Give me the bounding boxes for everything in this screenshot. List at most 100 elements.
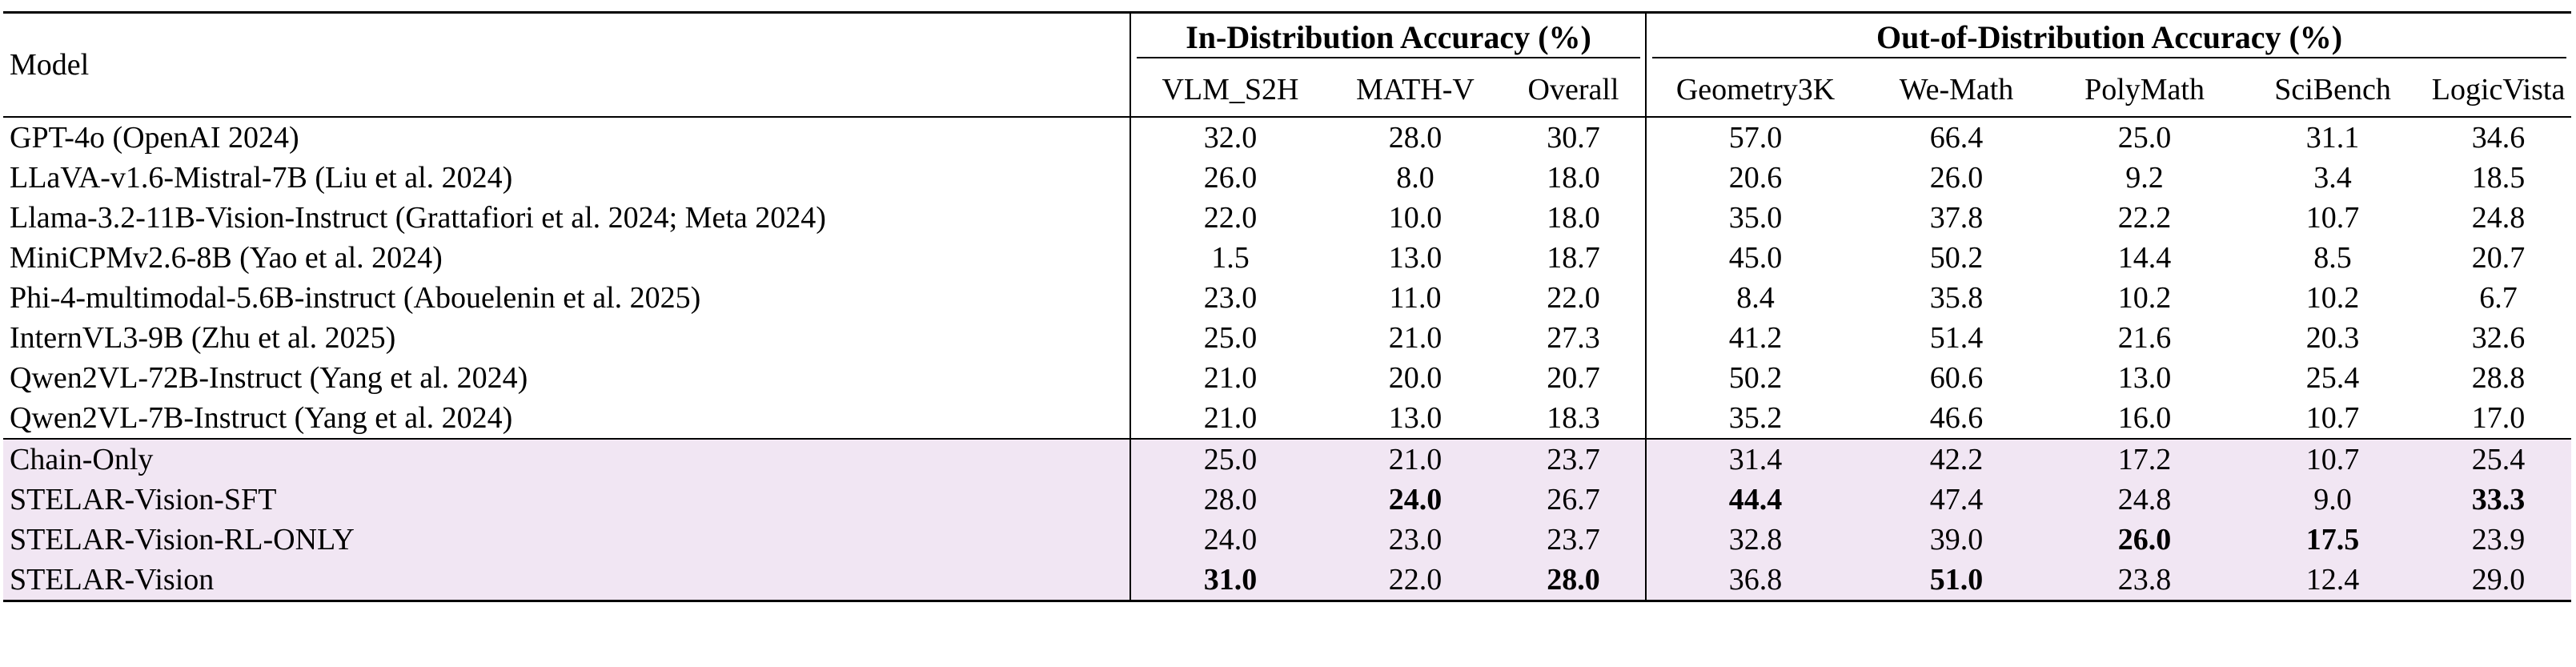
- cell-value: 47.4: [1864, 480, 2050, 520]
- cell-value: 24.8: [2049, 480, 2241, 520]
- cell-value: 32.6: [2471, 321, 2526, 355]
- cell-value: 36.8: [1647, 560, 1864, 602]
- model-name: GPT-4o (OpenAI 2024): [3, 116, 1130, 158]
- results-table: Model In-Distribution Accuracy (%) Out-o…: [3, 11, 2572, 602]
- table-row: Phi-4-multimodal-5.6B-instruct (Abouelen…: [3, 278, 2571, 318]
- cell-value: 25.4: [2426, 438, 2572, 480]
- cell-value: 25.0: [2049, 116, 2241, 158]
- cell-value: 28.0: [1132, 480, 1329, 520]
- cell-value: 37.8: [1929, 201, 1984, 235]
- cell-value: 32.8: [1647, 520, 1864, 560]
- cell-value: 30.7: [1502, 116, 1647, 158]
- cell-value: 46.6: [1929, 401, 1984, 435]
- cell-value: 18.3: [1547, 401, 1600, 435]
- cell-value: 21.6: [2117, 321, 2172, 355]
- model-column-header: Model: [10, 48, 90, 82]
- cell-value: 14.4: [2117, 241, 2172, 275]
- model-name: Chain-Only: [3, 438, 1130, 480]
- cell-value: 9.2: [2125, 161, 2164, 195]
- cell-value: 25.0: [1203, 321, 1258, 355]
- cell-value: 26.0: [1929, 161, 1984, 195]
- model-name: Phi-4-multimodal-5.6B-instruct (Abouelen…: [10, 281, 701, 315]
- cell-value: 44.4: [1647, 480, 1864, 520]
- baseline-rows: GPT-4o (OpenAI 2024) 32.0 28.0 30.7 57.0 66.4…: [3, 116, 2572, 439]
- cell-value: 50.2: [1929, 241, 1984, 275]
- cell-value: 24.0: [1329, 480, 1502, 520]
- cell-value: 24.0: [1132, 520, 1329, 560]
- cell-value: 26.0: [2049, 520, 2241, 560]
- cell-value: 23.9: [2426, 520, 2572, 560]
- table-row: MiniCPMv2.6-8B (Yao et al. 2024) 1.5 13.0 1…: [3, 238, 2571, 278]
- col-header-geometry3k: Geometry3K: [1675, 73, 1836, 106]
- model-name: InternVL3-9B (Zhu et al. 2025): [10, 321, 396, 355]
- cell-value: 10.7: [2240, 438, 2426, 480]
- cell-value: 13.0: [1388, 241, 1442, 275]
- cell-value: 17.0: [2471, 401, 2526, 435]
- in-distribution-header: In-Distribution Accuracy (%): [1137, 18, 1641, 58]
- cell-value: 41.2: [1728, 321, 1783, 355]
- cell-value: 20.7: [1547, 361, 1600, 395]
- model-name: STELAR-Vision-SFT: [3, 480, 1130, 520]
- cell-value: 51.4: [1929, 321, 1984, 355]
- cell-value: 22.0: [1329, 560, 1502, 602]
- cell-value: 35.2: [1728, 401, 1783, 435]
- cell-value: 28.0: [1329, 116, 1502, 158]
- cell-value: 9.0: [2240, 480, 2426, 520]
- cell-value: 10.7: [2305, 201, 2360, 235]
- col-header-we-math: We-Math: [1899, 73, 2014, 106]
- cell-value: 20.0: [1388, 361, 1442, 395]
- cell-value: 42.2: [1864, 438, 2050, 480]
- cell-value: 45.0: [1728, 241, 1783, 275]
- cell-value: 25.4: [2305, 361, 2360, 395]
- model-name: LLaVA-v1.6-Mistral-7B (Liu et al. 2024): [10, 161, 513, 195]
- col-header-vlm-s2h: VLM_S2H: [1162, 73, 1299, 106]
- cell-value: 51.0: [1864, 560, 2050, 602]
- table-row: STELAR-Vision-SFT 28.0 24.0 26.7 44.4 47.4 24.…: [3, 480, 2572, 520]
- table-row: LLaVA-v1.6-Mistral-7B (Liu et al. 2024) 2…: [3, 158, 2571, 198]
- cell-value: 18.0: [1547, 201, 1600, 235]
- table-row: Llama-3.2-11B-Vision-Instruct (Grattafio…: [3, 198, 2571, 238]
- cell-value: 3.4: [2313, 161, 2352, 195]
- cell-value: 18.7: [1547, 241, 1600, 275]
- model-name: Qwen2VL-72B-Instruct (Yang et al. 2024): [10, 361, 528, 395]
- cell-value: 50.2: [1728, 361, 1783, 395]
- cell-value: 21.0: [1203, 401, 1258, 435]
- cell-value: 31.0: [1132, 560, 1329, 602]
- table-row: GPT-4o (OpenAI 2024) 32.0 28.0 30.7 57.0 66.4…: [3, 116, 2572, 158]
- table-row: Qwen2VL-7B-Instruct (Yang et al. 2024) 21…: [3, 398, 2571, 439]
- cell-value: 20.6: [1728, 161, 1783, 195]
- cell-value: 10.2: [2305, 281, 2360, 315]
- ours-rows: Chain-Only 25.0 21.0 23.7 31.4 42.2 17.2 10.7 25…: [3, 438, 2572, 602]
- cell-value: 12.4: [2240, 560, 2426, 602]
- col-header-scibench: SciBench: [2274, 73, 2391, 106]
- col-header-overall: Overall: [1527, 73, 1619, 106]
- cell-value: 20.3: [2305, 321, 2360, 355]
- cell-value: 28.0: [1502, 560, 1647, 602]
- cell-value: 27.3: [1547, 321, 1600, 355]
- cell-value: 18.0: [1547, 161, 1600, 195]
- cell-value: 21.0: [1388, 321, 1442, 355]
- cell-value: 13.0: [1388, 401, 1442, 435]
- cell-value: 35.8: [1929, 281, 1984, 315]
- cell-value: 39.0: [1864, 520, 2050, 560]
- model-name: Llama-3.2-11B-Vision-Instruct (Grattafio…: [10, 201, 826, 235]
- cell-value: 10.7: [2305, 401, 2360, 435]
- cell-value: 31.1: [2240, 116, 2426, 158]
- model-name: MiniCPMv2.6-8B (Yao et al. 2024): [10, 241, 443, 275]
- table-row: Qwen2VL-72B-Instruct (Yang et al. 2024) 2…: [3, 358, 2571, 398]
- cell-value: 20.7: [2471, 241, 2526, 275]
- cell-value: 18.5: [2471, 161, 2526, 195]
- out-of-distribution-header: Out-of-Distribution Accuracy (%): [1652, 18, 2567, 58]
- cell-value: 28.8: [2471, 361, 2526, 395]
- cell-value: 26.7: [1502, 480, 1647, 520]
- col-header-logicvista: LogicVista: [2431, 73, 2566, 106]
- cell-value: 60.6: [1929, 361, 1984, 395]
- cell-value: 11.0: [1389, 281, 1442, 315]
- cell-value: 21.0: [1329, 438, 1502, 480]
- cell-value: 13.0: [2117, 361, 2172, 395]
- cell-value: 34.6: [2426, 116, 2572, 158]
- cell-value: 22.2: [2117, 201, 2172, 235]
- cell-value: 31.4: [1647, 438, 1864, 480]
- cell-value: 23.0: [1203, 281, 1258, 315]
- cell-value: 23.7: [1502, 438, 1647, 480]
